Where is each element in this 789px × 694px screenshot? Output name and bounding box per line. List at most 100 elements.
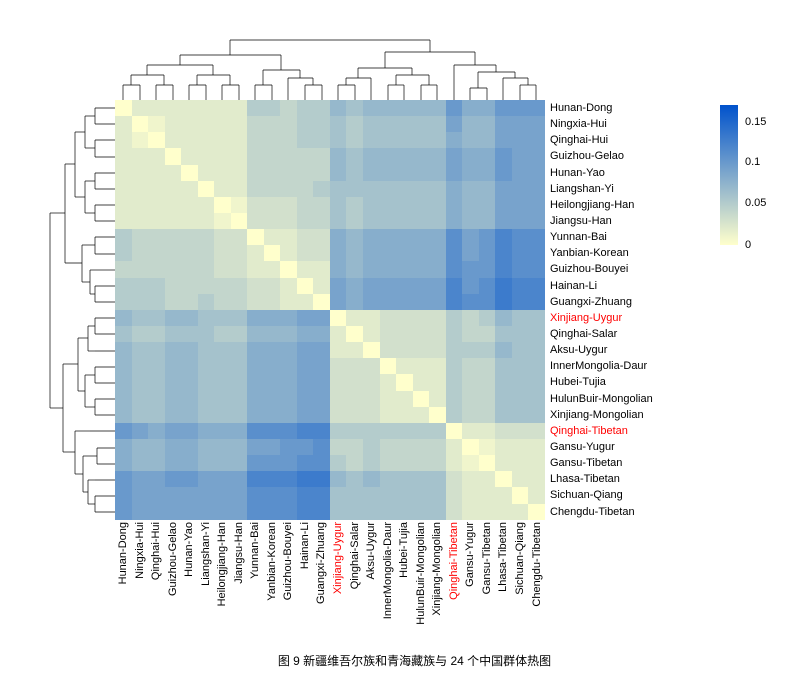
heatmap-cell bbox=[346, 245, 363, 261]
heatmap-cell bbox=[115, 116, 132, 132]
heatmap-cell bbox=[363, 471, 380, 487]
heatmap-cell bbox=[297, 181, 314, 197]
heatmap-cell bbox=[462, 261, 479, 277]
heatmap-cell bbox=[363, 487, 380, 503]
heatmap-cell bbox=[528, 100, 545, 116]
heatmap-cell bbox=[165, 294, 182, 310]
heatmap-cell bbox=[380, 181, 397, 197]
heatmap-cell bbox=[479, 342, 496, 358]
heatmap-cell bbox=[231, 439, 248, 455]
row-label: Jiangsu-Han bbox=[550, 213, 700, 229]
heatmap-cell bbox=[479, 165, 496, 181]
heatmap-cell bbox=[280, 261, 297, 277]
heatmap-cell bbox=[346, 423, 363, 439]
heatmap-cell bbox=[264, 181, 281, 197]
heatmap-cell bbox=[363, 132, 380, 148]
heatmap-cell bbox=[512, 261, 529, 277]
heatmap-cell bbox=[413, 148, 430, 164]
heatmap-cell bbox=[512, 407, 529, 423]
heatmap-cell bbox=[214, 245, 231, 261]
heatmap-cell bbox=[148, 407, 165, 423]
heatmap-cell bbox=[313, 181, 330, 197]
heatmap-cell bbox=[479, 181, 496, 197]
heatmap-cell bbox=[297, 358, 314, 374]
heatmap-cell bbox=[198, 342, 215, 358]
heatmap-cell bbox=[396, 423, 413, 439]
heatmap-cell bbox=[198, 148, 215, 164]
heatmap-cell bbox=[479, 439, 496, 455]
heatmap-cell bbox=[198, 358, 215, 374]
heatmap-cell bbox=[148, 471, 165, 487]
heatmap-cell bbox=[214, 487, 231, 503]
heatmap-row bbox=[115, 213, 545, 229]
heatmap-cell bbox=[280, 358, 297, 374]
heatmap-cell bbox=[413, 213, 430, 229]
heatmap-cell bbox=[396, 439, 413, 455]
heatmap-cell bbox=[148, 116, 165, 132]
heatmap-cell bbox=[512, 294, 529, 310]
heatmap-cell bbox=[214, 358, 231, 374]
heatmap-cell bbox=[363, 439, 380, 455]
heatmap-cell bbox=[181, 439, 198, 455]
heatmap-cell bbox=[148, 100, 165, 116]
heatmap-cell bbox=[330, 407, 347, 423]
heatmap-cell bbox=[280, 294, 297, 310]
heatmap-cell bbox=[132, 100, 149, 116]
row-label: Liangshan-Yi bbox=[550, 181, 700, 197]
heatmap-cell bbox=[429, 471, 446, 487]
heatmap-cell bbox=[264, 197, 281, 213]
col-label: Gansu-Yugur bbox=[464, 522, 476, 587]
heatmap-cell bbox=[396, 374, 413, 390]
heatmap-cell bbox=[115, 487, 132, 503]
heatmap-cell bbox=[165, 342, 182, 358]
heatmap-cell bbox=[181, 261, 198, 277]
heatmap-cell bbox=[396, 310, 413, 326]
heatmap-cell bbox=[330, 310, 347, 326]
heatmap-cell bbox=[330, 181, 347, 197]
heatmap-cell bbox=[429, 278, 446, 294]
heatmap-cell bbox=[115, 148, 132, 164]
heatmap-cell bbox=[214, 278, 231, 294]
heatmap-cell bbox=[231, 374, 248, 390]
row-labels: Hunan-DongNingxia-HuiQinghai-HuiGuizhou-… bbox=[550, 100, 700, 520]
heatmap-cell bbox=[330, 261, 347, 277]
heatmap-cell bbox=[132, 439, 149, 455]
row-label: HulunBuir-Mongolian bbox=[550, 391, 700, 407]
heatmap-cell bbox=[363, 181, 380, 197]
col-label: Xinjiang-Mongolian bbox=[431, 522, 443, 616]
heatmap-cell bbox=[396, 181, 413, 197]
heatmap-cell bbox=[231, 261, 248, 277]
heatmap-cell bbox=[165, 229, 182, 245]
heatmap-cell bbox=[380, 439, 397, 455]
heatmap-cell bbox=[429, 391, 446, 407]
heatmap-cell bbox=[429, 487, 446, 503]
heatmap-cell bbox=[181, 132, 198, 148]
heatmap-cell bbox=[380, 261, 397, 277]
heatmap-cell bbox=[132, 278, 149, 294]
heatmap-cell bbox=[214, 439, 231, 455]
heatmap-cell bbox=[429, 132, 446, 148]
heatmap-row bbox=[115, 165, 545, 181]
heatmap-cell bbox=[280, 407, 297, 423]
heatmap-cell bbox=[115, 326, 132, 342]
heatmap-cell bbox=[297, 374, 314, 390]
heatmap-cell bbox=[247, 245, 264, 261]
heatmap-cell bbox=[462, 391, 479, 407]
heatmap-cell bbox=[446, 132, 463, 148]
heatmap-cell bbox=[198, 294, 215, 310]
heatmap-cell bbox=[479, 455, 496, 471]
heatmap-cell bbox=[330, 132, 347, 148]
heatmap-cell bbox=[214, 261, 231, 277]
heatmap-cell bbox=[198, 471, 215, 487]
heatmap-cell bbox=[413, 165, 430, 181]
heatmap-cell bbox=[528, 148, 545, 164]
heatmap-cell bbox=[346, 487, 363, 503]
heatmap-cell bbox=[446, 148, 463, 164]
heatmap-cell bbox=[330, 148, 347, 164]
heatmap-cell bbox=[264, 116, 281, 132]
heatmap-cell bbox=[446, 261, 463, 277]
heatmap-cell bbox=[479, 358, 496, 374]
heatmap-cell bbox=[363, 261, 380, 277]
heatmap-cell bbox=[115, 407, 132, 423]
heatmap-cell bbox=[148, 294, 165, 310]
